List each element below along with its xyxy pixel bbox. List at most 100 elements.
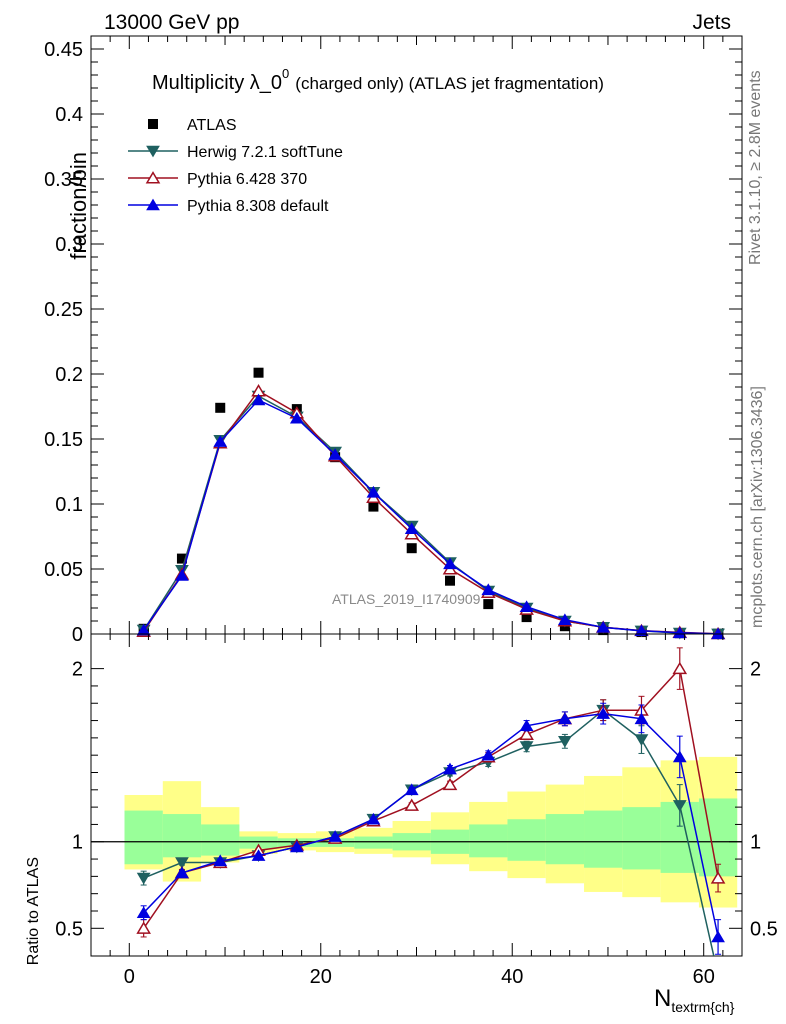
ratio-data-point — [672, 661, 688, 675]
legend-marker — [146, 198, 160, 211]
ratio-series-line — [143, 712, 719, 938]
y-tick-label: 0.1 — [55, 494, 83, 516]
data-point — [519, 600, 534, 612]
ratio-data-point — [519, 741, 534, 753]
x-tick-label: 0 — [124, 966, 135, 988]
uncertainty-band-green — [354, 836, 393, 849]
ratio-y-tick-label-right: 2 — [750, 659, 761, 681]
y-tick-label: 0.3 — [55, 234, 83, 256]
y-tick-label: 0.4 — [55, 104, 83, 126]
data-point — [634, 624, 649, 637]
legend-label: ATLAS — [187, 117, 237, 134]
ratio-data-point — [366, 812, 381, 825]
chart-title: Multiplicity λ_00(charged only) (ATLAS j… — [152, 66, 604, 94]
y-axis-label: fraction/bin — [66, 152, 91, 260]
ratio-data-point — [634, 734, 649, 746]
data-point — [328, 448, 342, 460]
ratio-data-point — [711, 930, 725, 943]
ratio-series-line — [143, 709, 715, 956]
data-point — [672, 626, 687, 639]
uncertainty-band-green — [469, 824, 508, 858]
legend-marker — [145, 171, 161, 184]
legend-label: Herwig 7.2.1 softTune — [187, 144, 343, 161]
data-point — [251, 393, 266, 406]
data-point — [289, 411, 304, 424]
uncertainty-band-green — [584, 810, 623, 868]
ratio-data-point — [558, 736, 572, 748]
data-point — [175, 569, 189, 581]
category-label: Jets — [692, 11, 731, 34]
ratio-data-point — [251, 849, 266, 861]
ratio-data-point — [710, 871, 726, 884]
data-point — [406, 543, 417, 554]
ratio-data-point — [519, 719, 534, 732]
data-point — [366, 485, 381, 498]
y-tick-label: 0 — [72, 624, 83, 646]
ratio-series-line — [143, 666, 719, 929]
uncertainty-band-green — [201, 824, 240, 856]
data-point — [213, 435, 228, 447]
ratio-data-point — [634, 712, 649, 725]
x-tick-label: 40 — [501, 966, 523, 988]
ratio-data-point — [558, 712, 572, 725]
data-point — [368, 501, 379, 512]
ratio-y-axis-label: Ratio to ATLAS — [25, 857, 42, 965]
main-panel: 0 0.05 0.1 0.15 0.2 0.25 0.3 0.35 0.4 0.45 — [44, 35, 743, 646]
data-point — [596, 620, 611, 633]
data-point — [404, 522, 419, 534]
y-tick-label: 0.15 — [44, 429, 83, 451]
ratio-data-point — [136, 872, 151, 885]
ratio-data-point — [443, 762, 457, 775]
ratio-panel: 0.5 0.51 12 20 20 40 60 — [55, 633, 778, 988]
ratio-data-point — [213, 854, 228, 867]
data-point — [215, 402, 226, 413]
ratio-series-2 — [136, 702, 725, 955]
series-3 — [136, 393, 725, 640]
ratio-data-point — [136, 921, 151, 934]
ratio-data-point — [672, 800, 687, 812]
data-point — [445, 575, 456, 586]
legend: ATLAS Herwig 7.2.1 softTune Pythia 6.428 3… — [128, 117, 343, 215]
x-tick-label: 20 — [310, 966, 332, 988]
y-tick-label: 0.45 — [44, 39, 83, 61]
data-point — [481, 583, 496, 596]
ratio-data-point — [328, 830, 342, 842]
ratio-data-point — [136, 906, 151, 919]
y-tick-label: 0.05 — [44, 559, 83, 581]
y-tick-label: 0.2 — [55, 364, 83, 386]
ratio-data-point — [596, 707, 611, 719]
y-tick-label: 0.35 — [44, 169, 83, 191]
uncertainty-band-green — [507, 819, 546, 861]
series-line — [143, 399, 719, 635]
ratio-data-point — [289, 840, 304, 853]
rivet-label: Rivet 3.1.10, ≥ 2.8M events — [747, 70, 764, 265]
legend-label: Pythia 6.428 370 — [187, 171, 307, 188]
uncertainty-band-green — [622, 807, 661, 870]
data-point — [521, 612, 532, 623]
ratio-data-point — [175, 866, 189, 879]
data-point — [136, 623, 151, 636]
data-point — [176, 553, 187, 564]
ratio-y-tick-label: 1 — [72, 832, 83, 854]
ratio-y-tick-label-right: 0.5 — [750, 918, 778, 940]
x-axis-label: Ntextrm{ch} — [654, 985, 735, 1015]
uncertainty-band-green — [239, 836, 278, 849]
energy-label: 13000 GeV pp — [104, 11, 239, 34]
ratio-y-tick-label: 0.5 — [55, 918, 83, 940]
mcplots-label: mcplots.cern.ch [arXiv:1306.3436] — [749, 386, 766, 628]
x-tick-label: 60 — [693, 966, 715, 988]
ratio-y-tick-label: 2 — [72, 659, 83, 681]
uncertainty-band-green — [162, 814, 202, 858]
data-point — [253, 367, 264, 378]
legend-marker — [148, 119, 158, 129]
data-point — [558, 613, 572, 625]
y-tick-label: 0.25 — [44, 299, 83, 321]
ratio-data-point — [175, 857, 189, 869]
ratio-data-point — [404, 798, 420, 811]
ratio-data-point — [442, 777, 458, 791]
analysis-watermark: ATLAS_2019_I1740909 — [332, 591, 481, 607]
data-point — [443, 557, 457, 570]
legend-marker — [146, 145, 160, 158]
legend-label: Pythia 8.308 default — [187, 198, 329, 215]
